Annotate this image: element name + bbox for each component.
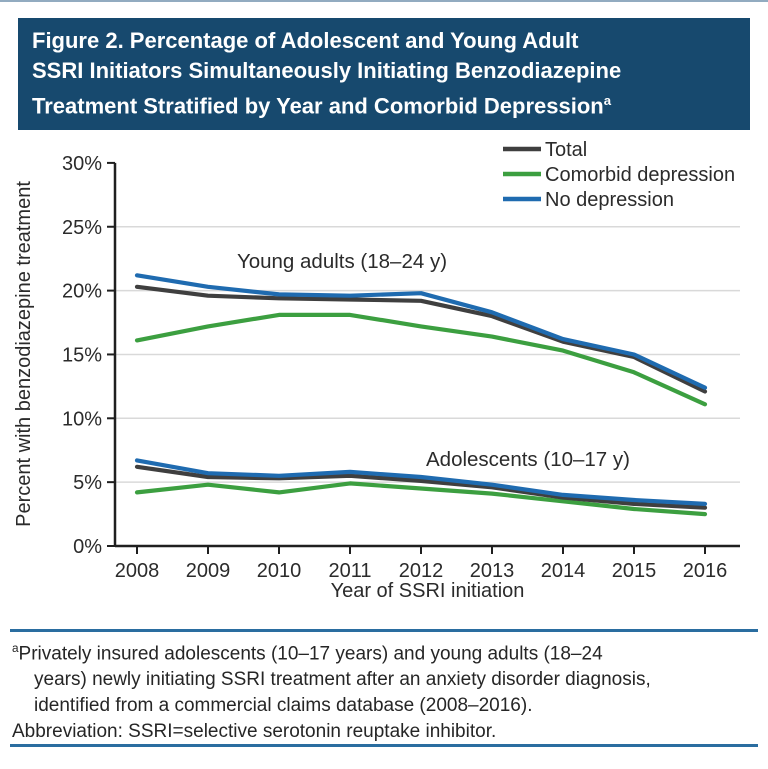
- series-line-total-group0: [134, 284, 708, 394]
- series-line-no_depression-group1: [134, 458, 708, 506]
- figure-top-border: [0, 0, 768, 2]
- legend-label-total: Total: [545, 139, 587, 161]
- title-footnote-marker: a: [603, 93, 612, 108]
- figure-title-line: Figure 2. Percentage of Adolescent and Y…: [32, 28, 579, 53]
- x-tick-label: 2016: [683, 560, 728, 582]
- series-line-comorbid-group1: [134, 481, 708, 517]
- y-tick-label: 30%: [62, 153, 102, 175]
- legend-label-comorbid: Comorbid depression: [545, 164, 735, 186]
- y-tick-label: 10%: [62, 408, 102, 430]
- series-line-no_depression-group0: [134, 273, 708, 390]
- legend-label-no_depression: No depression: [545, 189, 674, 211]
- y-tick-label: 5%: [73, 472, 102, 494]
- line-chart: 0% 5% 10% 15% 20% 25% 30% 2008 2009 2010 2011 2012 2…: [13, 139, 740, 602]
- footnote: aPrivately insured adolescents (10–17 ye…: [12, 636, 760, 745]
- footnote-divider-top: [10, 629, 758, 632]
- footnote-note-line: aPrivately insured adolescents (10–17 ye…: [12, 642, 603, 665]
- footnote-note: aPrivately insured adolescents (10–17 ye…: [12, 636, 760, 719]
- footnote-note-line: years) newly initiating SSRI treatment a…: [34, 669, 651, 691]
- x-tick-label: 2008: [115, 560, 160, 582]
- footnote-abbreviation: Abbreviation: SSRI=selective serotonin r…: [12, 721, 497, 743]
- x-tick-label: 2015: [612, 560, 657, 582]
- x-tick-label: 2013: [470, 560, 515, 582]
- group-annotation-1: Adolescents (10–17 y): [426, 448, 630, 471]
- group-annotation-0: Young adults (18–24 y): [237, 250, 447, 273]
- footnote-divider-bottom: [10, 744, 758, 747]
- series-line-comorbid-group0: [134, 312, 708, 407]
- y-tick-label: 20%: [62, 281, 102, 303]
- series-line-total-group1: [134, 464, 708, 510]
- figure-title: Figure 2. Percentage of Adolescent and Y…: [18, 18, 750, 131]
- x-tick-label: 2009: [186, 560, 231, 582]
- x-tick-label: 2011: [328, 560, 371, 582]
- y-tick-label: 25%: [62, 217, 102, 239]
- footnote-marker: a: [12, 642, 19, 655]
- x-tick-label: 2012: [399, 560, 444, 582]
- y-tick-label: 15%: [62, 344, 102, 366]
- figure-title-line: SSRI Initiators Simultaneously Initiatin…: [32, 58, 622, 83]
- y-axis-title: Percent with benzodiazepine treatment: [13, 181, 35, 527]
- figure-title-line: Treatment Stratified by Year and Comorbi…: [32, 93, 612, 119]
- y-tick-label: 0%: [73, 536, 102, 558]
- x-tick-label: 2010: [257, 560, 302, 582]
- footnote-note-line: identified from a commercial claims data…: [34, 695, 533, 717]
- x-axis-title: Year of SSRI initiation: [331, 580, 525, 602]
- x-tick-label: 2014: [541, 560, 586, 582]
